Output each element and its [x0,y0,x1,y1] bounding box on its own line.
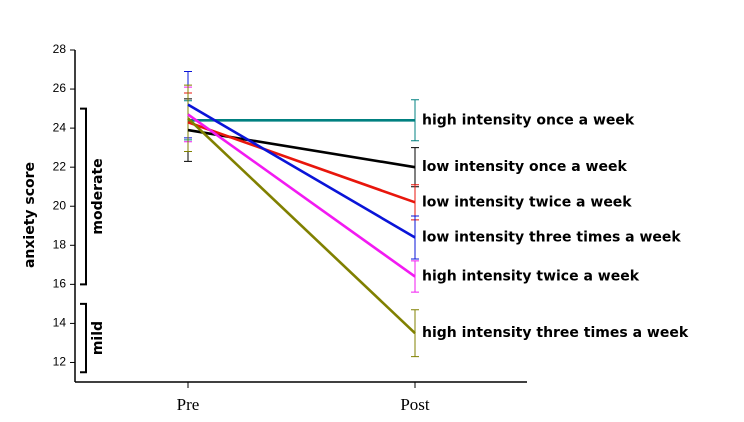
series-label: low intensity twice a week [422,194,632,210]
error-bar [411,215,419,260]
band-bracket [80,107,87,286]
y-axis-label: anxiety score [22,162,38,268]
y-tick-label: 20 [53,198,67,212]
y-tick-label: 22 [53,159,67,173]
y-tick-label: 16 [53,277,67,291]
x-tick-label: Post [400,395,430,414]
series-label: high intensity once a week [422,112,635,128]
series-line [187,121,416,204]
band-label: moderate [90,158,106,234]
series-label: high intensity twice a week [422,269,640,285]
y-tick-label: 14 [53,316,67,330]
series-line [187,117,416,335]
series-line [187,103,416,239]
series-line [187,113,416,278]
y-tick-label: 26 [53,81,67,95]
band-bracket [80,302,87,374]
error-bar [411,309,419,358]
series-label: low intensity three times a week [422,229,681,245]
y-tick-label: 18 [53,237,67,251]
x-tick-label: Pre [177,395,200,414]
series-label: low intensity once a week [422,159,627,175]
series-label: high intensity three times a week [422,325,689,341]
y-tick-label: 28 [53,42,67,56]
band-label: mild [90,321,106,355]
y-tick-label: 24 [53,120,67,134]
error-bar [411,260,419,293]
y-tick-label: 12 [53,355,67,369]
